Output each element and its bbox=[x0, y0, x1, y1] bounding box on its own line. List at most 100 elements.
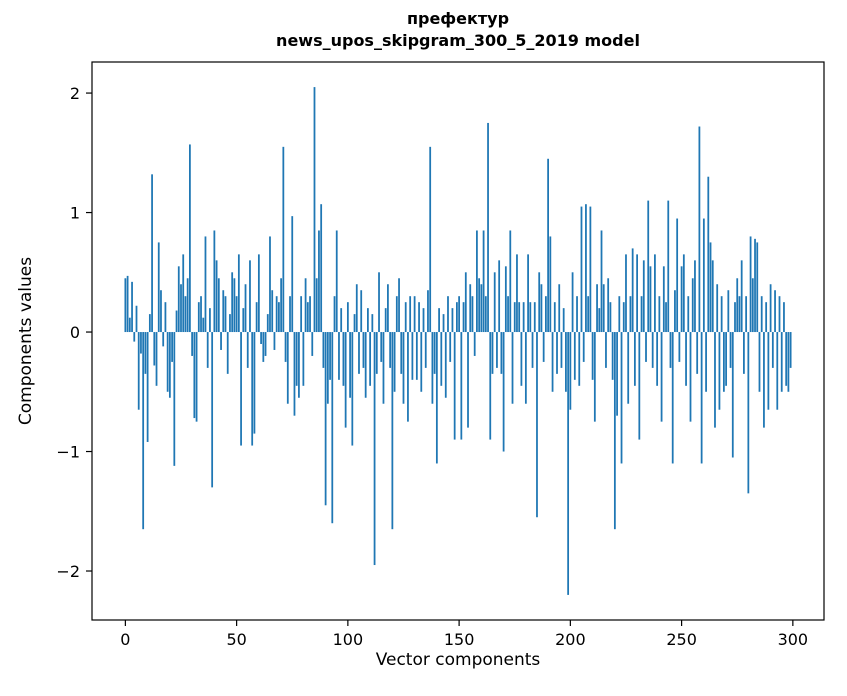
bar bbox=[313, 87, 316, 333]
bar bbox=[233, 278, 236, 333]
bar bbox=[587, 296, 590, 333]
bar bbox=[553, 302, 556, 333]
bar bbox=[409, 296, 412, 333]
bar bbox=[253, 332, 256, 434]
bar bbox=[569, 332, 572, 410]
bar bbox=[524, 332, 527, 404]
bar bbox=[498, 260, 501, 333]
bar bbox=[411, 332, 414, 380]
bar bbox=[146, 332, 149, 442]
y-tick-label: −1 bbox=[56, 443, 80, 462]
bar bbox=[616, 332, 618, 416]
bar bbox=[180, 284, 182, 333]
bar bbox=[709, 242, 712, 333]
bar bbox=[698, 126, 701, 333]
bar bbox=[482, 230, 485, 333]
bar bbox=[420, 332, 423, 392]
bar bbox=[669, 332, 672, 368]
bar bbox=[593, 332, 596, 422]
bar bbox=[716, 284, 719, 333]
bar bbox=[298, 332, 300, 398]
bar bbox=[636, 254, 638, 333]
bar bbox=[251, 332, 254, 446]
bar bbox=[556, 332, 558, 374]
bar bbox=[500, 332, 503, 374]
bar bbox=[484, 296, 487, 333]
bar bbox=[168, 332, 171, 398]
bar bbox=[362, 332, 365, 368]
bar bbox=[293, 332, 296, 416]
bar bbox=[471, 296, 474, 333]
bar bbox=[516, 254, 518, 333]
bar bbox=[671, 332, 674, 464]
x-tick-label: 200 bbox=[555, 630, 586, 649]
bar bbox=[242, 308, 245, 333]
bar bbox=[718, 332, 721, 410]
bar bbox=[467, 332, 469, 428]
bar bbox=[240, 332, 242, 446]
bar bbox=[135, 305, 138, 333]
bar bbox=[353, 314, 356, 333]
bar bbox=[696, 332, 699, 374]
bar bbox=[360, 290, 363, 333]
bar bbox=[576, 296, 578, 333]
bar bbox=[440, 332, 443, 386]
bar bbox=[153, 332, 156, 366]
bar bbox=[780, 332, 783, 392]
bar bbox=[278, 302, 280, 333]
bar bbox=[369, 332, 372, 386]
bar bbox=[589, 206, 592, 333]
bar bbox=[160, 290, 162, 333]
bar bbox=[685, 332, 687, 386]
bar bbox=[725, 332, 727, 386]
bar bbox=[424, 332, 427, 368]
bar bbox=[774, 290, 776, 333]
bar bbox=[787, 332, 790, 392]
bar bbox=[447, 296, 449, 333]
bar bbox=[736, 278, 739, 333]
bar bbox=[189, 144, 191, 333]
bar bbox=[204, 236, 207, 333]
bar bbox=[415, 332, 418, 380]
y-axis-label: Components values bbox=[16, 256, 36, 426]
bar bbox=[571, 272, 574, 333]
bar bbox=[173, 332, 176, 466]
bar bbox=[536, 332, 538, 518]
bar bbox=[613, 332, 616, 530]
bar bbox=[209, 308, 211, 333]
bar bbox=[660, 332, 663, 422]
bar bbox=[378, 272, 380, 333]
bar bbox=[518, 302, 521, 333]
bar bbox=[689, 332, 692, 422]
bar bbox=[542, 332, 545, 362]
bar bbox=[193, 332, 196, 419]
bar bbox=[502, 332, 505, 452]
bar bbox=[691, 278, 694, 333]
bar bbox=[778, 296, 781, 333]
bar bbox=[451, 308, 454, 333]
bar bbox=[694, 260, 696, 333]
bar bbox=[687, 296, 690, 333]
bar bbox=[738, 296, 741, 333]
bar bbox=[493, 272, 496, 333]
bar bbox=[487, 122, 489, 333]
bar bbox=[351, 332, 354, 446]
bar bbox=[260, 332, 262, 344]
bar bbox=[580, 206, 583, 333]
bar bbox=[246, 332, 249, 368]
bar bbox=[585, 204, 587, 333]
y-tick-label: 2 bbox=[70, 84, 80, 103]
bar bbox=[128, 317, 131, 333]
bar bbox=[611, 332, 614, 380]
bar bbox=[400, 332, 403, 374]
bar bbox=[729, 332, 732, 368]
bar bbox=[393, 332, 396, 392]
bar bbox=[722, 332, 725, 392]
bar bbox=[651, 332, 654, 368]
bar bbox=[496, 332, 498, 368]
bar bbox=[407, 332, 409, 422]
bar bbox=[727, 290, 730, 333]
bar bbox=[371, 314, 374, 333]
bar bbox=[638, 332, 641, 440]
bar bbox=[280, 278, 283, 333]
